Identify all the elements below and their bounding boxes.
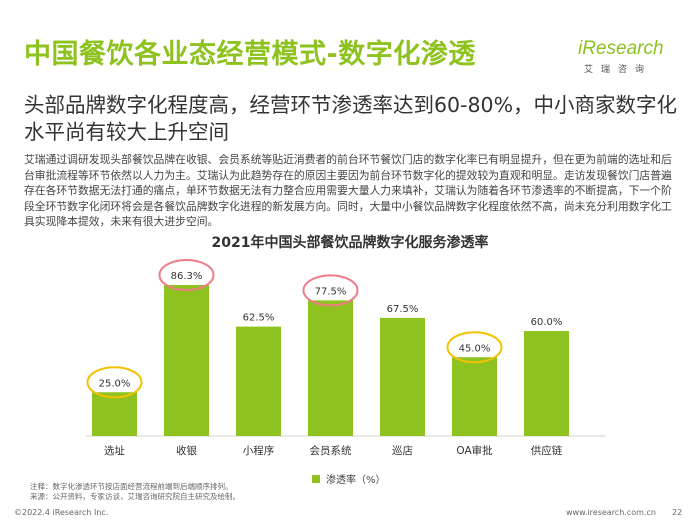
- legend-label: 渗透率（%）: [326, 475, 386, 486]
- page-number: 22: [672, 508, 683, 517]
- logo-subtext: 艾瑞咨询: [584, 65, 653, 75]
- data-label: 45.0%: [459, 343, 491, 354]
- category-label: 供应链: [531, 444, 563, 457]
- bar: [164, 284, 209, 436]
- data-label: 62.5%: [243, 313, 275, 324]
- logo-text: iResearch: [578, 38, 664, 59]
- bar: [236, 326, 281, 436]
- data-label: 86.3%: [171, 271, 203, 282]
- bar: [308, 300, 353, 436]
- category-label: 选址: [104, 444, 125, 457]
- page-subtitle: 头部品牌数字化程度高，经营环节渗透率达到60-80%，中小商家数字化水平尚有较大…: [24, 93, 678, 144]
- category-label: 巡店: [392, 444, 413, 457]
- highlight-ring: [86, 366, 143, 399]
- note-line: 注释：数字化渗透环节按店面经营流程前端到后端顺序排列。: [30, 482, 233, 491]
- category-label: 会员系统: [310, 444, 352, 457]
- iresearch-logo: iResearch 艾瑞咨询: [578, 38, 668, 78]
- category-label: 收银: [176, 444, 197, 457]
- chart-notes: 注释：数字化渗透环节按店面经营流程前端到后端顺序排列。 来源：公开资料，专家访谈…: [30, 482, 240, 502]
- data-label: 25.0%: [99, 378, 131, 389]
- category-label: 小程序: [243, 444, 275, 457]
- footer-copyright: ©2022.4 iResearch Inc.: [14, 508, 109, 517]
- data-label: 60.0%: [531, 317, 563, 328]
- legend-swatch: [312, 474, 320, 483]
- bar: [452, 357, 497, 436]
- source-line: 来源：公开资料，专家访谈，艾瑞咨询研究院自主研究及绘制。: [30, 492, 240, 501]
- bar: [524, 331, 569, 436]
- highlight-ring: [302, 274, 359, 307]
- data-label: 77.5%: [315, 286, 347, 297]
- bar: [380, 317, 425, 436]
- data-label: 67.5%: [387, 304, 419, 315]
- category-label: OA审批: [456, 444, 493, 457]
- highlight-ring: [446, 331, 503, 364]
- page-title: 中国餐饮各业态经营模式-数字化渗透: [24, 39, 476, 70]
- chart-legend: 渗透率（%）: [312, 471, 386, 486]
- chart-title: 2021年中国头部餐饮品牌数字化服务渗透率: [211, 235, 489, 251]
- bar: [92, 392, 137, 436]
- highlight-ring: [158, 258, 215, 291]
- body-paragraph: 艾瑞通过调研发现头部餐饮品牌在收银、会员系统等贴近消费者的前台环节餐饮门店的数字…: [24, 153, 672, 228]
- footer-website: www.iresearch.com.cn: [566, 508, 656, 517]
